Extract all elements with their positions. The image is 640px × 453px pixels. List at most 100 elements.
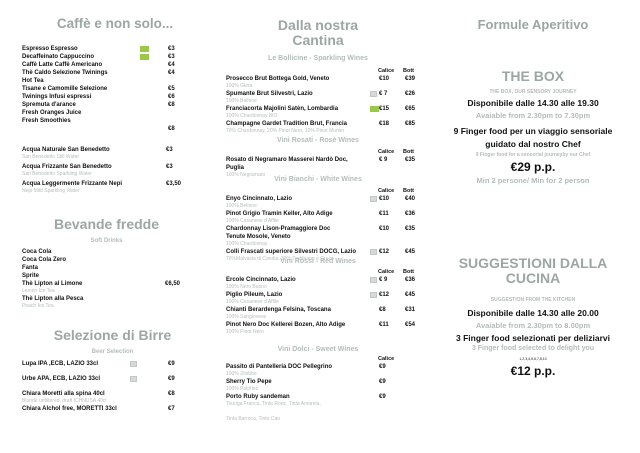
list-item: Ercole Cincinnato, Lazio € 9 €36 [226, 276, 426, 284]
item-description: 100% Bellone [226, 98, 257, 104]
item-name: Puglia [226, 165, 245, 171]
item-description: 100% Pinot Nero [226, 329, 264, 335]
kitchen-hours: Disponibile dalle 14.30 alle 20.00 [467, 308, 599, 318]
the-box-desc-en: 9 Finger food for a sensorial journeyby … [475, 152, 591, 158]
km0-badge-icon [370, 249, 377, 255]
km0-badge-icon [370, 196, 377, 202]
wine-title-line2: Cantina [292, 31, 344, 48]
list-item: Enyo Cincinnato, Lazio €10 €40 [226, 195, 426, 203]
item-name: Champagne Gardet Tradition Brut, Francia [226, 121, 348, 127]
list-item: Thè Lipton al Limone €6,50 [22, 280, 192, 288]
item-price: €8 [379, 307, 386, 313]
item-price: €7 [168, 406, 175, 412]
calice-header: Calice [378, 188, 395, 194]
item-name: Coca Cola [22, 249, 52, 255]
organic-badge-icon [140, 46, 149, 52]
list-item: Acqua Leggermente Frizzante Nepi €3,50 [22, 180, 192, 188]
item-price: €6,50 [165, 281, 181, 287]
item-price: €10 [379, 196, 390, 202]
item-price: €9 [379, 364, 386, 370]
wine-title: Dalla nostra Cantina [213, 18, 423, 47]
item-description: 100% Zibibbo [226, 371, 257, 377]
item-price: €3,50 [166, 181, 182, 187]
kitchen-price: €12 p.p. [510, 364, 556, 378]
item-name: Passito di Pantelleria DOC Pellegrino [226, 364, 333, 370]
the-box-desc-1: 9 Finger food per un viaggio sensoriale [453, 126, 613, 136]
the-box-hours-en: Avaiable from 2.30pm to 7.30pm [475, 111, 591, 120]
bott-header: Bott [403, 149, 414, 155]
item-price: €8 [168, 102, 175, 108]
item-description: 100% Sangiovese [226, 314, 267, 320]
list-item: Caffè Latte Caffè Americano €4 [22, 61, 192, 69]
list-item: Coca Cola [22, 248, 192, 256]
list-item: Spumante Brut Silvestri, Lazio € 7 €26 [226, 90, 426, 98]
item-name: Spremuta d'arance [22, 102, 76, 108]
beer-subtitle: Beer Selection [91, 349, 134, 355]
item-name: Urbe APA, ECB, LAZIO 33cl [22, 376, 101, 382]
sparkling-list: Calice Bott Prosecco Brut Bottega Gold, Ve… [226, 67, 426, 135]
item-name: Sherry Tio Pepe [226, 379, 272, 385]
organic-badge-icon [140, 54, 149, 60]
item-name: Thè Lipton alla Pesca [22, 296, 84, 302]
calice-header: Calice [378, 269, 395, 275]
item-name: Colli Frascati superiore Silvestri DOCG,… [226, 249, 357, 255]
item-price: €18 [379, 121, 390, 127]
soft-drinks-subtitle: Soft Drinks [90, 238, 123, 244]
list-item: Champagne Gardet Tradition Brut, Francia… [226, 120, 426, 128]
item-name: Acqua Naturale San Benedetto [22, 147, 110, 153]
list-item: Chiara Alchol free, MORETTI 33cl €7 [22, 405, 192, 413]
sweet-list: Calice Passito di Pantelleria DOC Pellegr… [226, 355, 426, 423]
item-name: Franciacorta Majolini Satèn, Lombardia [226, 106, 339, 112]
item-name: Acqua Leggermente Frizzante Nepi [22, 181, 123, 187]
item-description: 70%Malvasia di Candia, 30% Trebbiano e G… [226, 256, 334, 262]
item-bottle-price: €35 [405, 226, 416, 232]
item-price: €3 [168, 46, 175, 52]
item-name: Piglio Pileum, Lazio [226, 292, 283, 298]
item-name: Hot Tea [22, 78, 44, 84]
spacer [22, 368, 192, 375]
the-box-subtitle: THE BOX, OUR SENSORY JOURNEY [489, 89, 577, 95]
item-description: 100% Chardonnay [226, 241, 268, 247]
item-price: €9 [379, 394, 386, 400]
item-name: Ercole Cincinnato, Lazio [226, 277, 296, 283]
list-item: Acqua Naturale San Benedetto €3 [22, 146, 192, 154]
list-item: Sprite [22, 272, 192, 280]
item-bottle-price: €65 [405, 106, 416, 112]
list-item: Rosato di Negramaro Masserei Nardò Doc, €… [226, 156, 426, 164]
list-item: Pinot Nero Doc Kellerei Bozen, Alto Adig… [226, 321, 426, 329]
coffee-list: Espresso Espresso €3 Decaffeinato Cappucci… [22, 45, 192, 133]
list-item: Porto Ruby sandeman €9 [226, 393, 426, 401]
kitchen-subtitle: SUGGESTION FROM THE KITCHEN [490, 297, 576, 303]
kitchen-title-line1: SUGGESTIONI DALLA [458, 255, 608, 271]
aperitivo-title: Formule Aperitivo [477, 17, 589, 32]
price-header: Calice Bott [226, 187, 426, 195]
beer-list: Lupa IPA ,ECB, LAZIO 33cl €9 Urbe APA, ECB… [22, 360, 192, 413]
item-price: €5 [168, 86, 175, 92]
item-price: €9 [168, 361, 175, 367]
item-price: €3 [166, 147, 173, 153]
list-item: Colli Frascati superiore Silvestri DOCG,… [226, 248, 426, 256]
calice-header: Calice [378, 149, 395, 155]
item-price: €11 [379, 211, 389, 217]
item-name: Enyo Cincinnato, Lazio [226, 196, 293, 202]
list-item: Fanta [22, 264, 192, 272]
km0-badge-icon [370, 292, 377, 298]
wine-title-line1: Dalla nostra [277, 17, 359, 33]
item-price: € 9 [379, 157, 388, 163]
sweet-title: Vini Dolci - Sweet Wines [277, 346, 359, 353]
bott-header: Bott [403, 68, 414, 74]
item-price: €9 [379, 379, 386, 385]
soft-drinks-title: Bevande fredde [53, 216, 160, 232]
item-bottle-price: €36 [405, 211, 416, 217]
item-price: €4 [168, 70, 175, 76]
item-price: €12 [379, 249, 390, 255]
item-price: €3 [166, 164, 173, 170]
item-price: €10 [379, 226, 390, 232]
item-name: Thè Caldo Selezione Twinings [22, 70, 108, 76]
item-bottle-price: €26 [405, 91, 416, 97]
the-box-desc-2: guidato dal nostro Chef [485, 139, 581, 149]
the-box-price: €29 p.p. [510, 160, 556, 174]
item-bottle-price: €85 [405, 121, 416, 127]
item-price: €3 [168, 54, 175, 60]
list-item: Fresh Smoothies [22, 117, 192, 125]
